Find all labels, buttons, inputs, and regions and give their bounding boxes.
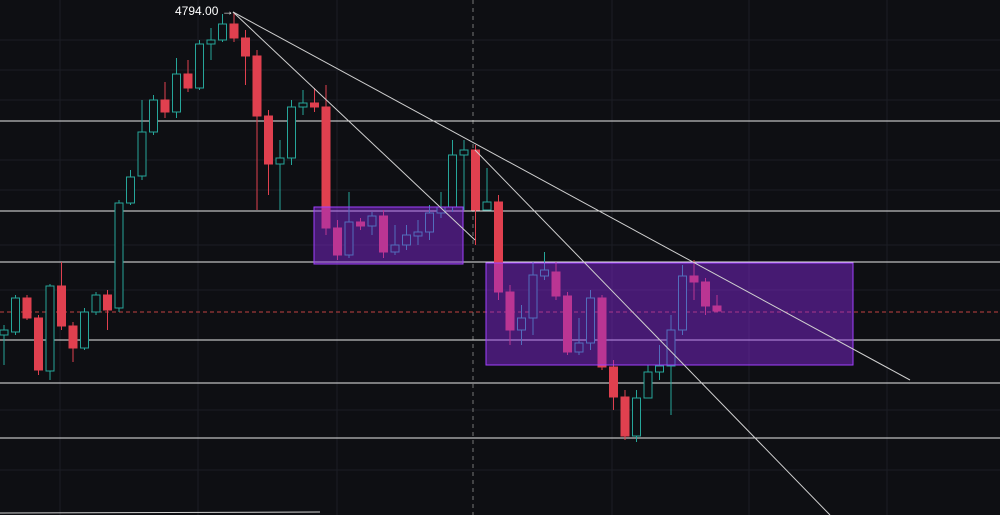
candle-body xyxy=(402,234,411,246)
candle-body xyxy=(620,396,630,437)
candle-body xyxy=(114,202,124,309)
candle-body xyxy=(91,294,101,313)
candle-body xyxy=(229,23,239,39)
candle-body xyxy=(356,221,365,227)
candle-body xyxy=(218,23,227,41)
high-label: 4794.00 → xyxy=(175,4,234,18)
candle-body xyxy=(517,317,526,331)
candle-body xyxy=(126,176,135,204)
candle-body xyxy=(287,106,296,159)
candle-body xyxy=(574,342,584,353)
candle-body xyxy=(655,365,664,373)
candle-body xyxy=(252,55,262,117)
candle-body xyxy=(103,294,112,311)
candle-body xyxy=(563,295,572,353)
candle-body xyxy=(471,149,480,211)
range-box xyxy=(313,206,464,265)
candle-body xyxy=(333,227,342,256)
candle-body xyxy=(45,285,55,372)
candle-body xyxy=(632,397,641,437)
candle-body xyxy=(390,244,400,253)
candle-body xyxy=(80,311,89,349)
candle-body xyxy=(275,157,285,165)
candle-body xyxy=(264,115,273,165)
candle-body xyxy=(528,274,538,319)
candle-body xyxy=(57,285,66,327)
candle-body xyxy=(183,73,193,89)
candle-body xyxy=(379,215,388,253)
candle-body xyxy=(22,297,32,319)
candle-body xyxy=(448,154,457,208)
candle-body xyxy=(195,43,204,89)
candle-body xyxy=(701,281,710,307)
candle-body xyxy=(149,99,158,133)
candle-body xyxy=(505,291,515,331)
candle-body xyxy=(597,297,607,368)
candle-body xyxy=(68,325,78,349)
candle-body xyxy=(551,271,561,297)
candle-body xyxy=(11,297,20,333)
candle-body xyxy=(34,317,43,371)
candle-body xyxy=(172,73,181,113)
candle-body xyxy=(137,131,147,177)
range-box xyxy=(485,262,854,366)
candle-body xyxy=(241,37,250,57)
candle-body xyxy=(344,221,354,256)
candle-body xyxy=(609,366,618,398)
candle-body xyxy=(367,215,377,227)
candle-body xyxy=(678,275,687,331)
candle-body xyxy=(586,297,595,344)
candle-body xyxy=(712,305,722,312)
candle-body xyxy=(643,371,653,399)
candle-body xyxy=(298,102,308,108)
candle-body xyxy=(321,106,331,229)
trend-lines xyxy=(0,11,911,515)
candle-body xyxy=(689,275,699,283)
candle-body xyxy=(160,99,170,113)
candle-body xyxy=(0,329,9,336)
candle-body xyxy=(494,201,503,293)
candle-body xyxy=(459,149,469,156)
candle-body xyxy=(425,212,434,233)
candle-body xyxy=(206,39,216,45)
candle-body xyxy=(482,201,492,211)
candle-body xyxy=(413,231,423,237)
candle-body xyxy=(310,102,319,108)
candle-body xyxy=(540,269,549,277)
